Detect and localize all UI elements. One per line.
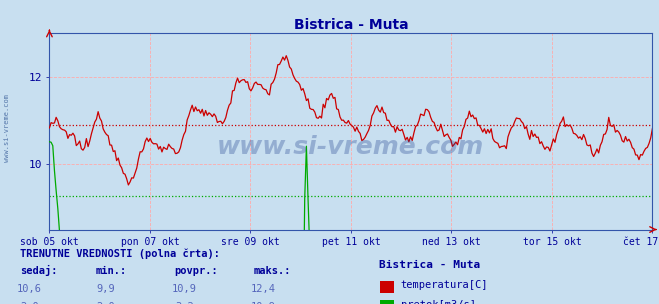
Text: 10,9: 10,9 <box>251 302 276 304</box>
Text: temperatura[C]: temperatura[C] <box>401 280 488 290</box>
Title: Bistrica - Muta: Bistrica - Muta <box>294 18 408 32</box>
Text: min.:: min.: <box>96 266 127 276</box>
Text: 10,6: 10,6 <box>17 284 42 294</box>
Text: 2,0: 2,0 <box>96 302 115 304</box>
Text: maks.:: maks.: <box>254 266 291 276</box>
Text: sedaj:: sedaj: <box>20 264 57 276</box>
Text: Bistrica - Muta: Bistrica - Muta <box>379 260 480 270</box>
Text: TRENUTNE VREDNOSTI (polna črta):: TRENUTNE VREDNOSTI (polna črta): <box>20 248 219 259</box>
Text: 12,4: 12,4 <box>251 284 276 294</box>
Text: 3,2: 3,2 <box>175 302 194 304</box>
Text: 10,9: 10,9 <box>172 284 197 294</box>
Text: 9,9: 9,9 <box>96 284 115 294</box>
Text: povpr.:: povpr.: <box>175 266 218 276</box>
Text: www.si-vreme.com: www.si-vreme.com <box>3 94 10 162</box>
Text: 2,0: 2,0 <box>20 302 39 304</box>
Text: pretok[m3/s]: pretok[m3/s] <box>401 300 476 304</box>
Text: www.si-vreme.com: www.si-vreme.com <box>217 135 484 159</box>
